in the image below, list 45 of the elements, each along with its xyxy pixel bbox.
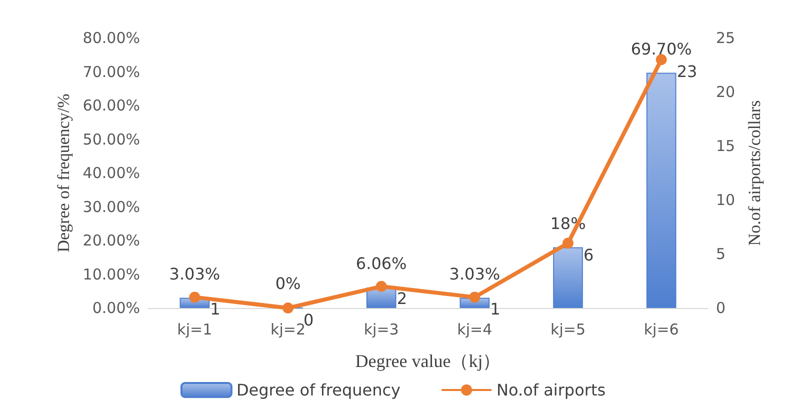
data-label: 23 (676, 62, 698, 82)
data-label: 1 (210, 300, 220, 319)
y-tick-label: 0.00% (92, 299, 140, 317)
point (376, 280, 387, 292)
bar (553, 247, 583, 308)
data-label: 0 (304, 310, 314, 330)
x-tick-label: kj=4 (457, 320, 492, 338)
y-tick-label: 50.00% (82, 130, 140, 148)
data-label: 1 (490, 300, 500, 319)
data-label: 3.03% (169, 264, 220, 284)
x-tick-label: kj=5 (550, 320, 586, 338)
bar (646, 72, 676, 308)
point (469, 292, 480, 303)
x-axis-title: Degree value（kj） (355, 351, 501, 371)
point (189, 292, 200, 303)
y2-tick-label: 10 (716, 191, 736, 209)
y-tick-label: 20.00% (82, 232, 140, 250)
data-label: 3.03% (449, 264, 500, 284)
data-label: 69.70% (630, 39, 692, 58)
y-tick-label: 30.00% (82, 198, 140, 216)
y2-axis-title: No.of airports/collars (744, 100, 764, 246)
data-label: 2 (396, 288, 408, 308)
y-tick-label: 10.00% (82, 265, 140, 284)
y-tick-label: 80.00% (82, 29, 140, 47)
data-label: 6 (584, 246, 594, 265)
y-tick-label: 40.00% (82, 164, 140, 182)
x-tick-label: kj=6 (644, 320, 679, 338)
legend-label: Degree of frequency (236, 380, 401, 400)
x-tick-label: kj=2 (270, 320, 306, 338)
y2-tick-label: 15 (716, 137, 736, 155)
data-label: 0% (275, 274, 301, 293)
y-tick-label: 70.00% (82, 62, 140, 81)
data-label: 6.06% (356, 254, 407, 274)
x-tick-label: kj=1 (177, 320, 212, 338)
y2-tick-label: 5 (716, 245, 726, 263)
x-tick-label: kj=3 (364, 320, 399, 338)
point (656, 54, 667, 66)
legend-label: No.of airports (496, 380, 606, 400)
y2-tick-label: 25 (716, 29, 736, 47)
point (562, 238, 574, 249)
y2-tick-label: 20 (716, 83, 736, 101)
point (282, 302, 294, 314)
y-tick-label: 60.00% (82, 96, 140, 114)
y2-tick-label: 0 (716, 299, 726, 317)
y-axis-title: Degree of frequency/% (54, 94, 73, 252)
